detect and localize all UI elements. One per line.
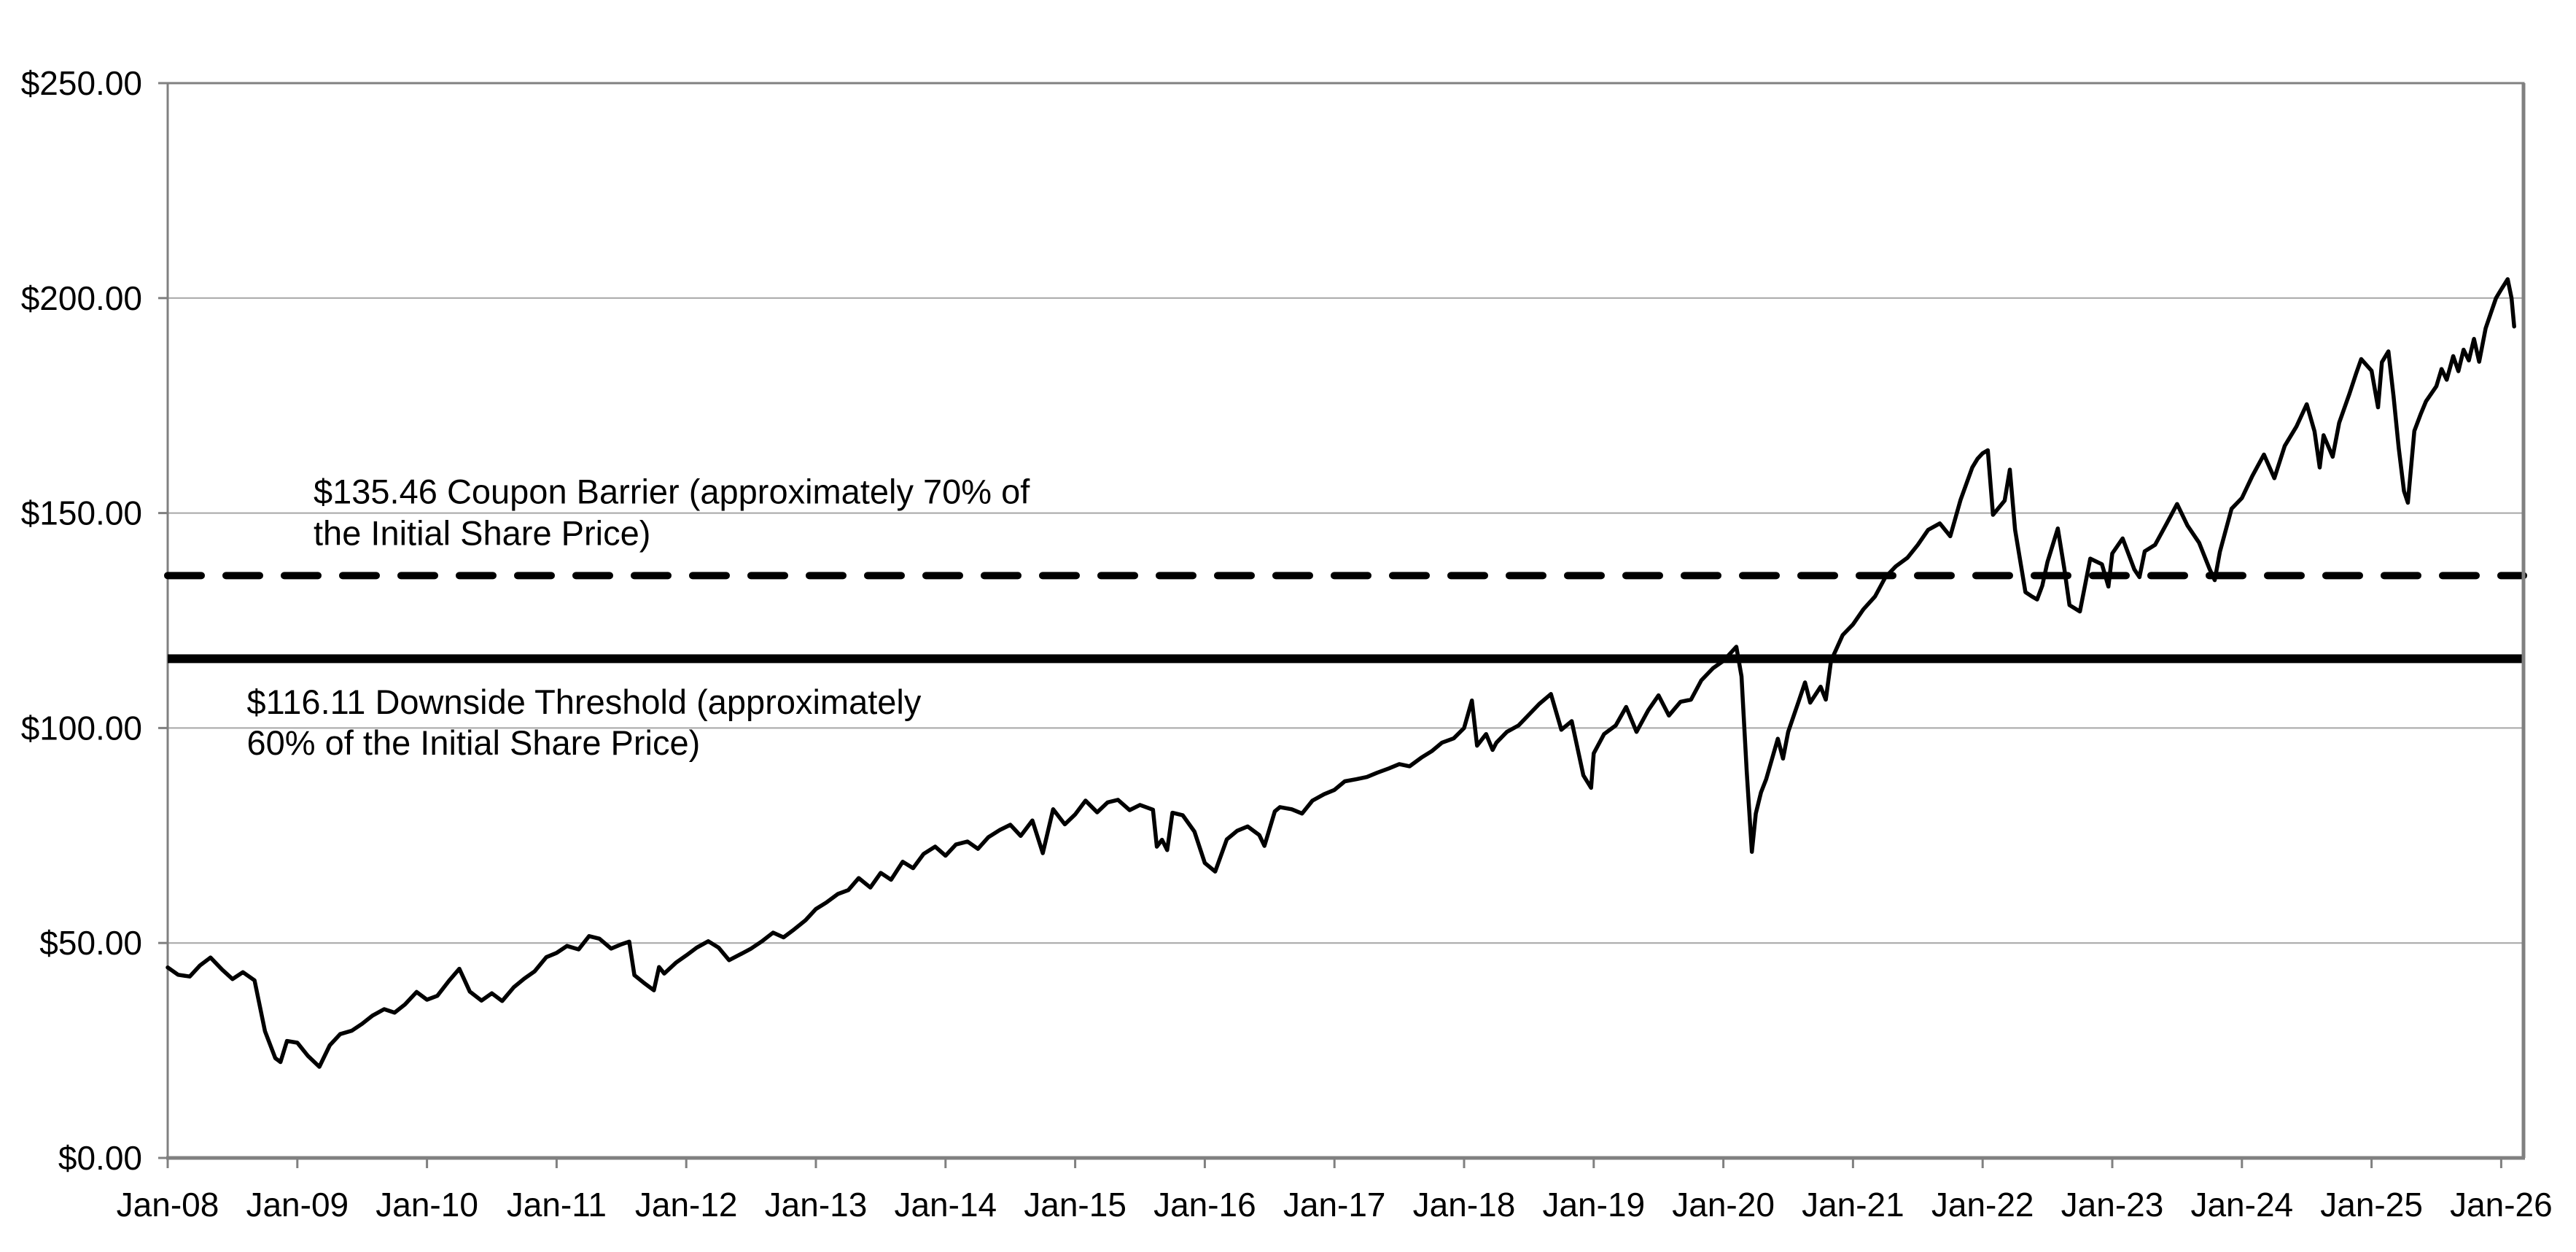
x-axis-label: Jan-18	[1413, 1186, 1516, 1224]
y-axis-label: $0.00	[58, 1139, 142, 1177]
x-axis-label: Jan-25	[2320, 1186, 2423, 1224]
x-axis-label: Jan-19	[1542, 1186, 1645, 1224]
x-axis-label: Jan-13	[765, 1186, 868, 1224]
downside-threshold-label-line1: $116.11 Downside Threshold (approximatel…	[247, 683, 922, 721]
x-axis-label: Jan-22	[1931, 1186, 2034, 1224]
x-axis-labels: Jan-08 Jan-09 Jan-10 Jan-11 Jan-12 Jan-13 Jan-…	[117, 1186, 2553, 1224]
downside-threshold-label-line2: 60% of the Initial Share Price)	[247, 723, 701, 762]
y-axis-label: $100.00	[21, 709, 142, 747]
x-axis-label: Jan-14	[894, 1186, 997, 1224]
y-axis-label: $50.00	[39, 924, 142, 962]
x-axis-label: Jan-20	[1672, 1186, 1775, 1224]
coupon-barrier-label-line2: the Initial Share Price)	[314, 513, 650, 552]
coupon-barrier-label-line1: $135.46 Coupon Barrier (approximately 70…	[314, 473, 1030, 511]
x-axis-label: Jan-11	[507, 1186, 607, 1224]
y-axis-label: $250.00	[21, 64, 142, 102]
x-axis-label: Jan-08	[117, 1186, 219, 1224]
y-axis-labels: $0.00 $50.00 $100.00 $150.00 $200.00 $250.00	[21, 64, 142, 1177]
x-axis-label: Jan-15	[1024, 1186, 1126, 1224]
x-axis-label: Jan-26	[2450, 1186, 2553, 1224]
gridlines	[168, 297, 2524, 944]
x-axis-label: Jan-21	[1802, 1186, 1904, 1224]
x-axis-label: Jan-17	[1283, 1186, 1386, 1224]
x-axis-label: Jan-24	[2190, 1186, 2293, 1224]
y-axis-label: $200.00	[21, 279, 142, 317]
x-axis-label: Jan-16	[1153, 1186, 1256, 1224]
price-line-path	[166, 277, 2516, 1069]
x-axis-label: Jan-23	[2061, 1186, 2164, 1224]
x-axis-label: Jan-09	[246, 1186, 349, 1224]
x-axis-label: Jan-10	[375, 1186, 478, 1224]
x-axis-label: Jan-12	[635, 1186, 738, 1224]
y-axis-label: $150.00	[21, 494, 142, 532]
